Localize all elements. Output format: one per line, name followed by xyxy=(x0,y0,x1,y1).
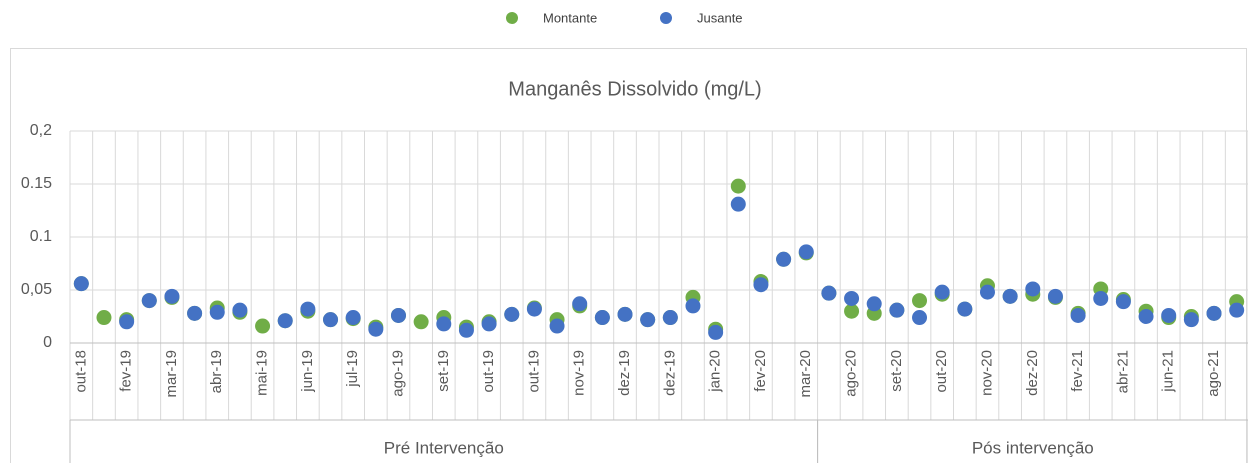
point xyxy=(368,321,384,337)
point xyxy=(526,301,542,317)
x-tick-label: jun-19 xyxy=(299,350,316,393)
x-tick-label: abr-19 xyxy=(208,350,225,393)
point xyxy=(1047,288,1063,304)
point xyxy=(390,307,406,323)
x-tick-label: jan-20 xyxy=(707,350,724,393)
point xyxy=(96,310,112,326)
x-tick-label: set-20 xyxy=(888,350,905,392)
chart-frame xyxy=(10,48,1247,463)
point xyxy=(164,288,180,304)
point xyxy=(73,276,89,292)
point xyxy=(1138,309,1154,324)
point xyxy=(300,301,316,317)
point xyxy=(889,302,905,318)
chart-title: Manganês Dissolvido (mg/L) xyxy=(508,78,761,100)
point xyxy=(504,306,520,322)
x-tick-label: set-19 xyxy=(435,350,452,392)
point xyxy=(594,310,610,326)
x-tick-label: mar-20 xyxy=(797,350,814,398)
x-tick-label: abr-21 xyxy=(1114,350,1131,393)
point xyxy=(1002,288,1018,304)
point xyxy=(753,277,769,293)
point xyxy=(481,316,497,332)
point xyxy=(979,284,995,300)
y-tick-label: 0,2 xyxy=(30,122,52,139)
y-tick-label: 0 xyxy=(43,334,52,351)
point xyxy=(209,304,225,320)
point xyxy=(413,314,429,330)
point xyxy=(277,313,293,329)
point xyxy=(912,293,928,309)
point xyxy=(662,310,678,326)
x-tick-label: dez-19 xyxy=(616,350,633,396)
x-tick-label: jun-21 xyxy=(1160,350,1177,393)
point xyxy=(572,296,588,312)
x-tick-label: ago-20 xyxy=(843,350,860,397)
x-tick-label: out-20 xyxy=(933,350,950,393)
point xyxy=(323,312,339,328)
point xyxy=(866,296,882,312)
legend-marker xyxy=(506,12,518,24)
point xyxy=(187,305,203,321)
point xyxy=(1206,305,1222,321)
y-tick-label: 0.15 xyxy=(21,175,52,192)
point xyxy=(549,318,565,334)
point xyxy=(345,310,361,326)
y-tick-label: 0.1 xyxy=(30,228,52,245)
x-tick-label: out-19 xyxy=(480,350,497,393)
x-tick-label: out-18 xyxy=(72,350,89,393)
point xyxy=(1229,302,1245,318)
point xyxy=(617,306,633,322)
group-label: Pré Intervenção xyxy=(384,438,504,457)
point xyxy=(1161,307,1177,323)
point xyxy=(458,322,474,338)
x-tick-label: ago-19 xyxy=(389,350,406,397)
point xyxy=(776,251,792,267)
x-tick-label: dez-19 xyxy=(661,350,678,396)
x-tick-label: dez-20 xyxy=(1024,350,1041,396)
x-tick-label: nov-20 xyxy=(978,350,995,396)
point xyxy=(798,244,814,260)
legend-label: Montante xyxy=(543,10,597,25)
x-tick-label: out-19 xyxy=(525,350,542,393)
point xyxy=(821,285,837,301)
point xyxy=(1115,294,1131,310)
point xyxy=(934,284,950,300)
point xyxy=(957,301,973,317)
point xyxy=(844,303,860,319)
x-tick-label: ago-21 xyxy=(1205,350,1222,397)
point xyxy=(1025,281,1041,297)
x-tick-label: fev-20 xyxy=(752,350,769,392)
y-tick-label: 0,05 xyxy=(21,281,52,298)
x-tick-label: mar-19 xyxy=(163,350,180,398)
legend-label: Jusante xyxy=(697,10,743,25)
point xyxy=(730,178,746,194)
point xyxy=(730,196,746,212)
point xyxy=(640,312,656,328)
point xyxy=(1093,290,1109,306)
point xyxy=(1070,307,1086,323)
x-tick-label: fev-19 xyxy=(118,350,135,392)
x-tick-label: fev-21 xyxy=(1069,350,1086,392)
point xyxy=(1183,312,1199,328)
point xyxy=(141,293,157,309)
point xyxy=(119,314,135,330)
point xyxy=(685,298,701,314)
legend-marker xyxy=(660,12,672,24)
point xyxy=(912,310,928,326)
x-tick-label: mai-19 xyxy=(254,350,271,396)
point xyxy=(708,324,724,340)
x-tick-label: nov-19 xyxy=(571,350,588,396)
point xyxy=(844,290,860,306)
group-label: Pós intervenção xyxy=(972,438,1094,457)
point xyxy=(232,302,248,318)
x-tick-label: jul-19 xyxy=(344,350,361,388)
point xyxy=(436,316,452,332)
point xyxy=(255,318,271,334)
